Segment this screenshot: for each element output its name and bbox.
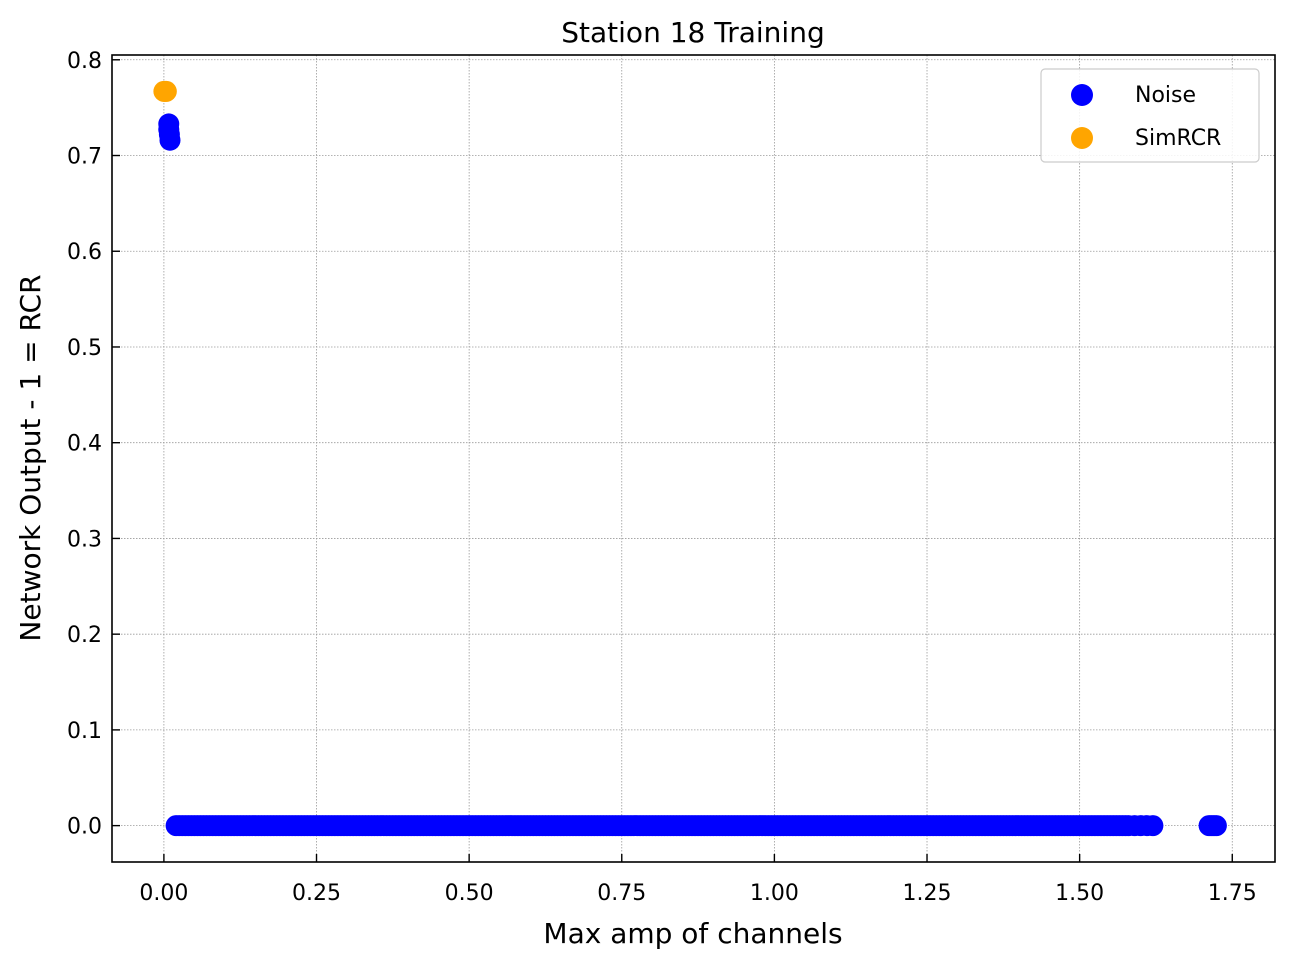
axes: 0.00 0.25 0.50 0.75 1.00 1.25 1.50 1.75 0.0 0.1 0.… — [67, 49, 1276, 906]
x-tick-label: 0.25 — [292, 881, 341, 906]
legend-marker-simrcr — [1071, 127, 1093, 149]
x-tick-label: 1.25 — [903, 881, 952, 906]
x-tick-label: 0.00 — [139, 881, 188, 906]
chart-title: Station 18 Training — [561, 16, 824, 49]
legend-marker-noise — [1071, 84, 1093, 106]
y-tick-label: 0.3 — [67, 527, 102, 552]
simrcr-point — [155, 80, 177, 102]
noise-point — [1205, 815, 1227, 837]
noise-point — [159, 129, 181, 151]
x-tick-label: 1.00 — [750, 881, 799, 906]
x-tick-label: 1.75 — [1208, 881, 1257, 906]
x-tick-label: 1.50 — [1055, 881, 1104, 906]
y-tick-label: 0.7 — [67, 145, 102, 170]
x-tick-label: 0.75 — [597, 881, 646, 906]
x-axis-label: Max amp of channels — [543, 917, 842, 950]
y-axis-label: Network Output - 1 = RCR — [14, 274, 47, 641]
y-tick-label: 0.1 — [67, 719, 102, 744]
legend: Noise SimRCR — [1040, 68, 1260, 163]
legend-label-simrcr: SimRCR — [1135, 126, 1221, 151]
y-tick-label: 0.8 — [67, 49, 102, 74]
y-tick-label: 0.6 — [67, 240, 102, 265]
noise-point — [1142, 815, 1164, 837]
legend-label-noise: Noise — [1135, 83, 1196, 108]
x-tick-label: 0.50 — [445, 881, 494, 906]
legend-frame — [1040, 68, 1260, 163]
data-points — [153, 80, 1227, 837]
plot-frame — [111, 54, 1276, 863]
y-tick-label: 0.4 — [67, 432, 102, 457]
y-tick-label: 0.5 — [67, 336, 102, 361]
y-tick-label: 0.0 — [67, 815, 102, 840]
y-tick-label: 0.2 — [67, 623, 102, 648]
